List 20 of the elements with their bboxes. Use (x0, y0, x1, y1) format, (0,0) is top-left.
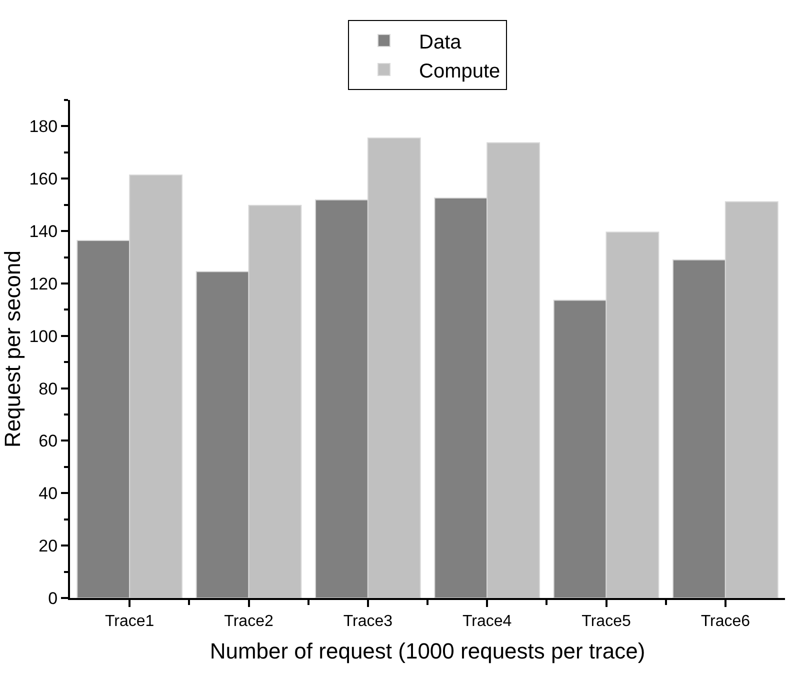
y-tick-label: 0 (48, 588, 58, 608)
y-tick-label: 40 (38, 484, 58, 504)
y-axis-title: Request per second (0, 250, 25, 448)
x-tick-label: Trace2 (224, 613, 274, 630)
y-tick-label: 60 (38, 432, 58, 451)
y-tick-label: 80 (38, 379, 58, 398)
y-tick-label: 20 (38, 536, 58, 556)
legend-label: Compute (419, 60, 500, 82)
legend-label: Data (419, 31, 462, 54)
x-tick-label: Trace5 (582, 613, 631, 630)
y-tick-label: 100 (29, 326, 58, 346)
x-tick-label: Trace3 (343, 613, 393, 630)
x-tick-label: Trace1 (104, 613, 154, 630)
y-tick-label: 120 (29, 274, 58, 294)
x-tick-label: Trace6 (700, 613, 750, 630)
y-tick-label: 180 (29, 117, 58, 136)
y-tick-label: 140 (29, 222, 58, 241)
x-axis-title: Number of request (1000 requests per trace) (210, 638, 646, 664)
x-tick-label: Trace4 (462, 613, 512, 630)
y-tick-label: 160 (29, 170, 58, 189)
